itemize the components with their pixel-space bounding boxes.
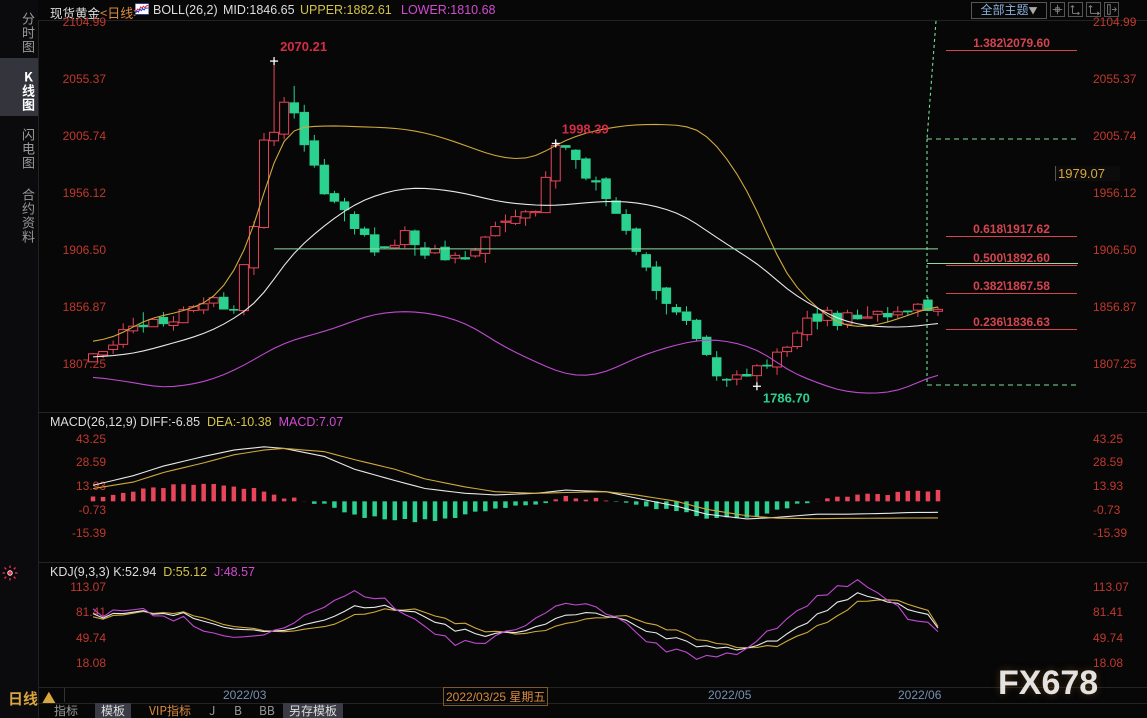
svg-text:1998.39: 1998.39	[562, 121, 609, 136]
svg-text:2070.21: 2070.21	[280, 39, 327, 54]
svg-text:1786.70: 1786.70	[763, 390, 810, 405]
